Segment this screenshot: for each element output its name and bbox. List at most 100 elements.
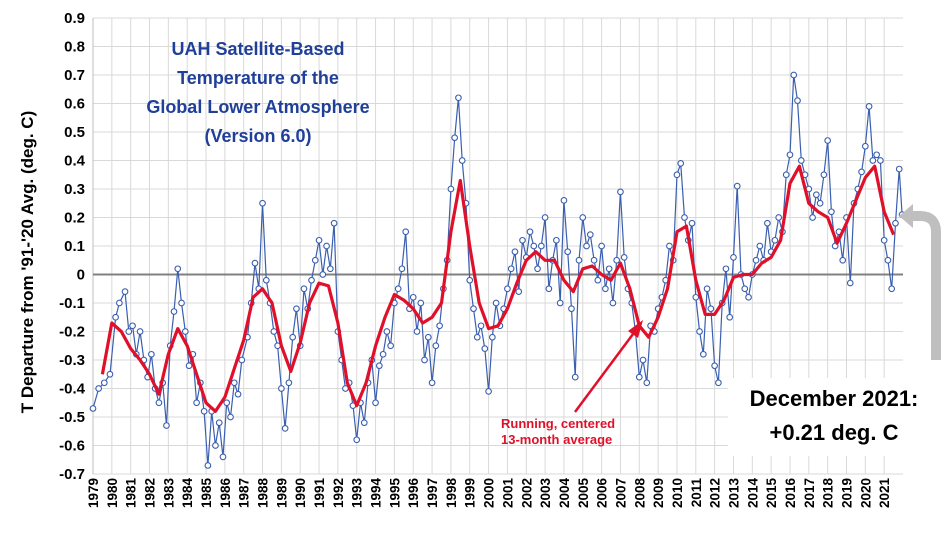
y-tick-label: 0.4: [64, 153, 86, 170]
monthly-point: [473, 333, 481, 341]
monthly-point: [492, 299, 500, 307]
monthly-point: [752, 256, 760, 264]
monthly-point: [89, 405, 97, 412]
monthly-point: [106, 370, 114, 378]
monthly-point: [828, 208, 835, 216]
annotation-arrow: [573, 329, 638, 413]
monthly-point: [375, 362, 383, 370]
monthly-point: [726, 313, 734, 321]
x-tick-label: 1984: [180, 478, 195, 509]
monthly-point: [880, 236, 888, 244]
monthly-point: [703, 285, 711, 293]
monthly-point: [383, 328, 391, 335]
monthly-point: [730, 254, 737, 261]
title-line-1: UAH Satellite-Based: [171, 39, 344, 59]
monthly-point: [353, 436, 361, 444]
monthly-point: [234, 390, 242, 398]
x-tick-label: 2003: [538, 478, 553, 509]
x-tick-label: 1980: [105, 478, 120, 508]
x-tick-label: 1990: [293, 478, 308, 508]
monthly-point: [839, 256, 847, 264]
monthly-point: [820, 171, 828, 179]
monthly-point: [178, 299, 185, 307]
x-tick-label: 2010: [670, 478, 685, 508]
monthly-point: [155, 399, 163, 407]
average-annotation: Running, centered 13-month average: [501, 320, 643, 447]
monthly-point: [598, 242, 605, 250]
monthly-point: [181, 328, 189, 335]
x-tick-label: 2017: [802, 478, 817, 508]
monthly-point: [219, 453, 227, 461]
monthly-point: [163, 422, 170, 429]
monthly-point: [507, 265, 515, 273]
annotation-arrowhead: [628, 320, 643, 338]
monthly-point: [215, 419, 223, 427]
monthly-point: [888, 285, 896, 293]
monthly-point: [707, 305, 715, 313]
monthly-point: [895, 165, 903, 173]
monthly-point: [556, 299, 564, 307]
y-tick-label: 0.5: [64, 124, 85, 141]
x-tick-label: 1996: [406, 478, 421, 509]
monthly-point: [477, 322, 485, 330]
x-tick-label: 2013: [726, 478, 741, 509]
monthly-point: [733, 182, 741, 190]
monthly-point: [511, 248, 519, 256]
monthly-point: [485, 388, 492, 395]
monthly-point: [639, 356, 647, 364]
monthly-point: [387, 342, 394, 350]
y-tick-label: -0.7: [59, 466, 85, 483]
monthly-point: [722, 265, 730, 273]
monthly-point: [125, 328, 133, 335]
x-tick-label: 2021: [877, 478, 892, 509]
monthly-point: [285, 379, 293, 387]
monthly-point: [262, 276, 270, 284]
monthly-point: [212, 442, 219, 449]
monthly-point: [816, 199, 824, 207]
monthly-point: [617, 188, 624, 196]
monthly-point: [677, 160, 685, 167]
monthly-point: [432, 342, 440, 350]
x-tick-label: 1998: [444, 478, 459, 509]
monthly-point: [451, 134, 459, 142]
x-tick-label: 2004: [557, 478, 572, 509]
monthly-point: [824, 137, 832, 144]
monthly-point: [869, 157, 877, 164]
y-tick-label: -0.5: [59, 409, 85, 426]
x-tick-label: 2007: [613, 478, 628, 508]
monthly-point: [571, 373, 579, 381]
x-tick-label: 1985: [199, 478, 214, 509]
title-line-4: (Version 6.0): [204, 126, 311, 146]
monthly-point: [560, 197, 568, 204]
monthly-point: [278, 385, 285, 392]
monthly-point: [121, 288, 129, 295]
monthly-point: [594, 276, 602, 284]
annotation-line-2: 13-month average: [501, 432, 612, 447]
monthly-point: [394, 285, 402, 293]
y-tick-label: -0.3: [59, 352, 85, 369]
monthly-point: [136, 328, 144, 335]
monthly-point: [537, 242, 545, 250]
monthly-point: [227, 413, 234, 421]
monthly-point: [613, 256, 621, 264]
monthly-point: [590, 256, 598, 264]
monthly-point: [846, 279, 854, 287]
monthly-point: [877, 157, 884, 164]
x-tick-label: 1979: [86, 478, 101, 508]
monthly-point: [293, 305, 300, 313]
monthly-point: [174, 265, 182, 273]
monthly-point: [764, 219, 771, 227]
x-tick-label: 1986: [218, 478, 233, 509]
y-tick-label: -0.1: [59, 295, 85, 312]
y-tick-label: 0: [77, 267, 85, 284]
monthly-point: [200, 407, 208, 415]
monthly-point: [786, 151, 794, 159]
title-line-3: Global Lower Atmosphere: [146, 97, 369, 117]
monthly-point: [602, 285, 609, 293]
monthly-point: [858, 168, 865, 176]
monthly-point: [583, 242, 590, 250]
monthly-point: [230, 379, 238, 387]
monthly-point: [771, 236, 779, 244]
